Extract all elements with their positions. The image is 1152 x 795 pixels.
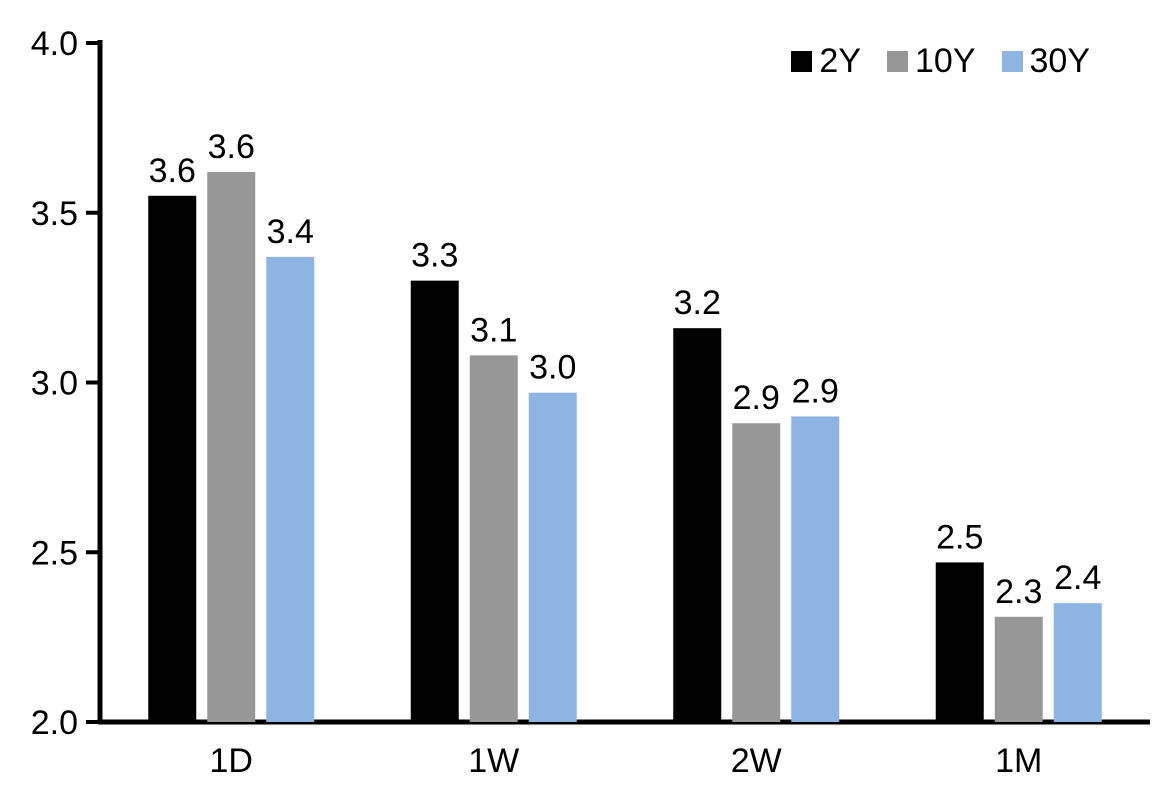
x-axis-category-label-1D: 1D (210, 742, 253, 780)
bar-10Y-2W (732, 423, 781, 722)
bar-value-label-10Y-1M: 2.3 (995, 573, 1042, 611)
bar-2Y-1M (935, 562, 984, 722)
x-axis-category-label-1W: 1W (468, 742, 519, 780)
y-axis-tick-label: 3.5 (31, 195, 78, 233)
y-axis-tick-label: 2.5 (31, 534, 78, 572)
x-axis-category-label-1M: 1M (995, 742, 1042, 780)
bar-2Y-1W (410, 280, 459, 722)
bar-2Y-1D (148, 195, 197, 722)
legend-item-2Y: 2Y (791, 44, 861, 78)
bar-value-label-30Y-1W: 3.0 (529, 349, 576, 387)
bar-value-label-30Y-2W: 2.9 (792, 372, 839, 410)
legend-swatch-2Y (791, 50, 813, 72)
legend-item-30Y: 30Y (1001, 42, 1091, 80)
chart-legend: 2Y 10Y 30Y (791, 44, 1090, 78)
bar-10Y-1W (469, 355, 518, 722)
bar-value-label-30Y-1D: 3.4 (267, 213, 314, 251)
bar-10Y-1D (207, 172, 256, 722)
bar-30Y-1D (266, 256, 315, 722)
bar-2Y-2W (673, 328, 722, 722)
y-axis-tick-label: 4.0 (31, 25, 78, 63)
legend-label-2Y: 2Y (819, 42, 861, 80)
y-axis-tick-label: 3.0 (31, 365, 78, 403)
legend-swatch-30Y (1001, 50, 1023, 72)
legend-label-10Y: 10Y (915, 42, 976, 80)
bar-value-label-2Y-1W: 3.3 (411, 237, 458, 275)
bar-value-label-10Y-1W: 3.1 (470, 311, 517, 349)
bar-value-label-10Y-2W: 2.9 (733, 379, 780, 417)
bar-value-label-30Y-1M: 2.4 (1054, 559, 1101, 597)
bar-30Y-1W (528, 392, 577, 722)
bar-value-label-2Y-1M: 2.5 (936, 518, 983, 556)
x-axis-category-label-2W: 2W (731, 742, 782, 780)
bar-30Y-1M (1053, 603, 1102, 722)
bar-10Y-1M (994, 616, 1043, 722)
legend-item-10Y: 10Y (887, 44, 976, 78)
bar-value-label-2Y-2W: 3.2 (674, 284, 721, 322)
y-axis-tick-label: 2.0 (31, 704, 78, 742)
legend-label-30Y: 30Y (1029, 42, 1091, 80)
bar-value-label-10Y-1D: 3.6 (208, 128, 255, 166)
bar-value-label-2Y-1D: 3.6 (149, 152, 196, 190)
legend-swatch-10Y (887, 50, 908, 72)
bar-30Y-2W (791, 416, 840, 722)
